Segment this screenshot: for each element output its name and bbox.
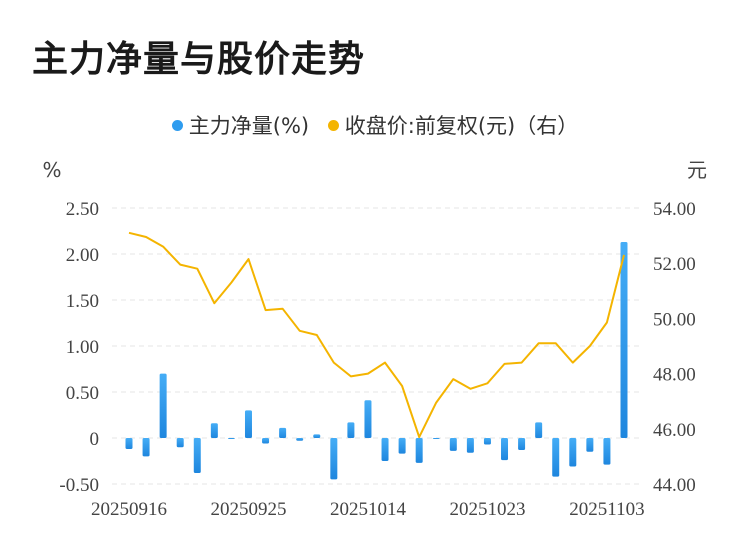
bar-26: [569, 438, 577, 467]
bar-3: [176, 438, 184, 448]
line-series: [128, 231, 625, 439]
x-tick-label: 20250916: [91, 499, 167, 520]
right-tick-label: 44.00: [653, 475, 696, 496]
bar-12: [330, 438, 338, 480]
bar-20: [466, 438, 474, 453]
bar-0: [125, 438, 133, 450]
bar-7: [244, 410, 252, 438]
x-tick-label: 20251014: [330, 499, 407, 520]
right-tick-label: 54.00: [653, 199, 696, 220]
bar-16: [398, 438, 406, 454]
x-tick-label: 20251023: [449, 499, 525, 520]
left-tick-label: 0.50: [66, 383, 99, 404]
bar-8: [262, 438, 270, 444]
bar-2: [159, 373, 167, 438]
bar-9: [279, 427, 287, 438]
bar-14: [364, 400, 372, 438]
bar-25: [552, 438, 560, 477]
left-tick-label: 2.00: [66, 245, 99, 266]
right-axis-unit: 元: [687, 158, 707, 182]
legend-dot-yellow: [327, 119, 339, 131]
chart-title: 主力净量与股价走势: [32, 39, 366, 80]
bar-18: [432, 438, 440, 439]
bar-series: [125, 242, 628, 480]
legend-dot-blue: [171, 119, 183, 131]
price-line: [128, 231, 625, 439]
legend-label-net-flow: 主力净量(%): [188, 114, 310, 138]
bar-28: [603, 438, 611, 465]
bar-6: [227, 438, 235, 439]
right-tick-label: 52.00: [653, 254, 696, 275]
legend-item-net-flow[interactable]: 主力净量(%): [171, 110, 310, 140]
bar-17: [415, 438, 423, 463]
bar-11: [313, 434, 321, 438]
axis-labels: % 元 2.50 2.00 1.50 1.00 0.50 0 -0.50 54.00 52.00 50…: [42, 158, 707, 520]
x-tick-label: 20251103: [569, 499, 644, 520]
bar-24: [535, 422, 543, 438]
bar-21: [483, 438, 491, 445]
bar-23: [518, 438, 526, 450]
x-tick-label: 20250925: [210, 499, 286, 520]
bar-1: [142, 438, 150, 457]
right-tick-label: 48.00: [653, 365, 696, 386]
bar-15: [381, 438, 389, 461]
right-tick-label: 50.00: [653, 309, 696, 330]
legend-item-close-price[interactable]: 收盘价:前复权(元)（右）: [327, 110, 579, 140]
legend-label-close-price: 收盘价:前复权(元)（右）: [344, 114, 579, 138]
bar-13: [347, 422, 355, 438]
left-tick-label: 1.50: [66, 291, 99, 312]
chart-legend: 主力净量(%) 收盘价:前复权(元)（右）: [0, 110, 750, 140]
bar-27: [586, 438, 594, 452]
right-tick-label: 46.00: [653, 420, 696, 441]
left-tick-label: 0: [90, 429, 100, 450]
left-tick-label: 2.50: [66, 199, 99, 220]
left-axis-unit: %: [42, 158, 61, 182]
bar-29: [620, 242, 628, 438]
bar-19: [449, 438, 457, 451]
bar-5: [210, 423, 218, 438]
bar-4: [193, 438, 201, 473]
grid-lines: [112, 207, 640, 485]
bar-22: [501, 438, 509, 461]
left-tick-label: 1.00: [66, 337, 99, 358]
left-tick-label: -0.50: [59, 475, 99, 496]
bar-10: [296, 438, 304, 441]
